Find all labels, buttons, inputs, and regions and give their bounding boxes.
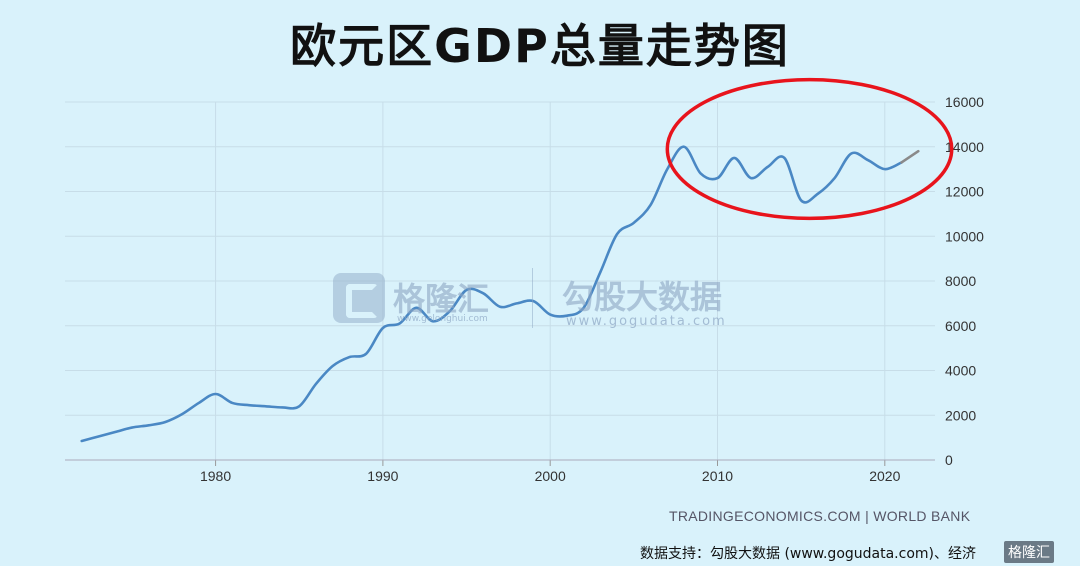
watermark-logo-icon xyxy=(333,273,385,323)
x-tick-label: 1980 xyxy=(200,468,231,484)
y-tick-label: 12000 xyxy=(945,184,984,200)
y-tick-label: 14000 xyxy=(945,139,984,155)
y-tick-label: 16000 xyxy=(945,94,984,110)
source-text: TRADINGECONOMICS.COM | WORLD BANK xyxy=(669,508,971,524)
chart-series xyxy=(80,145,920,443)
y-axis: 0 2000 4000 6000 8000 10000 12000 14000 16000 xyxy=(945,94,984,468)
x-tick-label: 2000 xyxy=(535,468,566,484)
x-axis: 1980 1990 2000 2010 2020 xyxy=(65,459,935,484)
y-tick-label: 6000 xyxy=(945,318,976,334)
forecast-line xyxy=(900,149,920,164)
y-tick-label: 0 xyxy=(945,452,953,468)
x-tick-label: 2020 xyxy=(869,468,900,484)
highlight-ellipse xyxy=(665,77,954,221)
y-tick-label: 4000 xyxy=(945,363,976,379)
chart-title: 欧元区GDP总量走势图 xyxy=(290,19,790,73)
watermark-brand-a-url: www.gelonghui.com xyxy=(397,314,488,324)
y-tick-label: 10000 xyxy=(945,228,984,244)
chart-annotations xyxy=(665,77,954,221)
x-tick-label: 2010 xyxy=(702,468,733,484)
gdp-line xyxy=(80,145,903,443)
y-tick-label: 2000 xyxy=(945,407,976,423)
watermark-divider xyxy=(532,268,533,328)
corner-badge: 格隆汇 xyxy=(1004,541,1054,563)
credit-text: 数据支持：勾股大数据 (www.gogudata.com)、经济 xyxy=(640,546,976,562)
x-tick-label: 1990 xyxy=(367,468,398,484)
watermark-brand-a: 格隆汇 xyxy=(393,280,490,318)
watermark-brand-b: 勾股大数据 xyxy=(562,278,723,316)
y-tick-label: 8000 xyxy=(945,273,976,289)
watermark-brand-b-url: www.gogudata.com xyxy=(566,314,727,329)
